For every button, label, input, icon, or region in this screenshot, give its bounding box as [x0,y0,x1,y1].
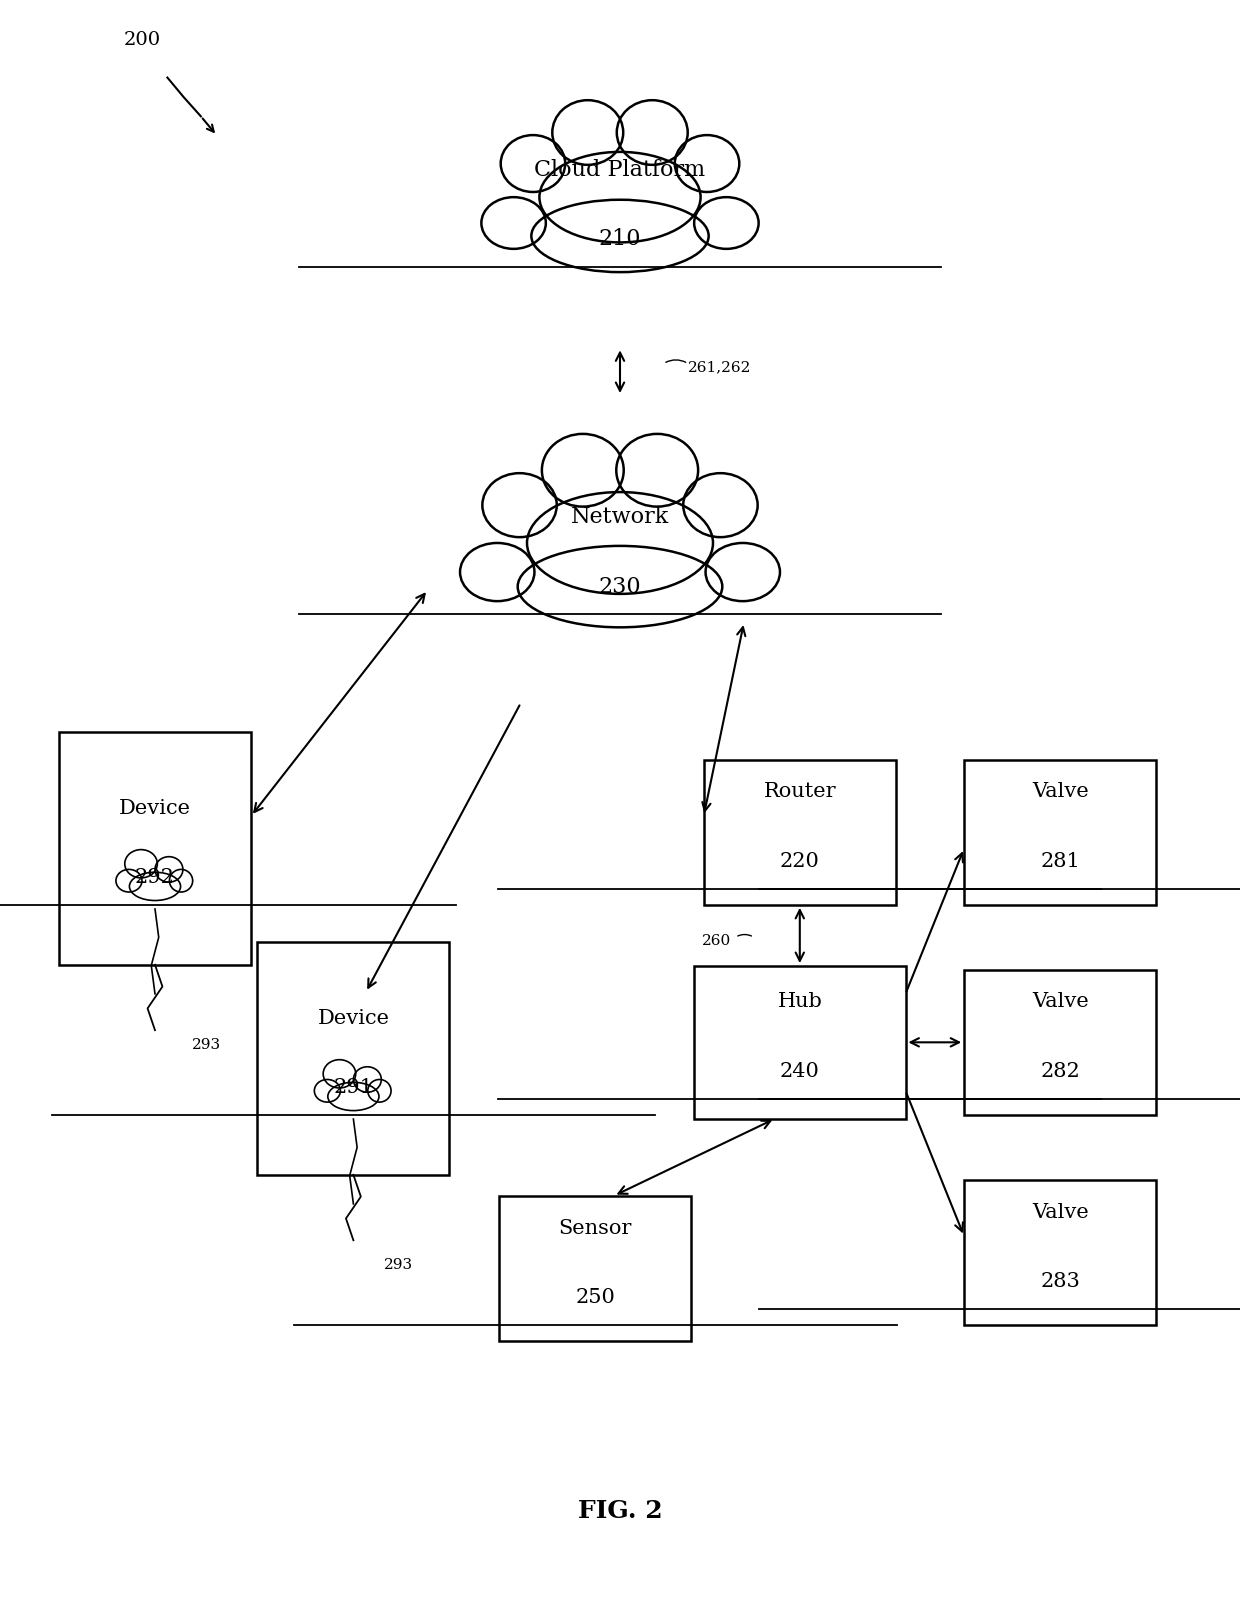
Ellipse shape [542,433,624,506]
Text: Valve: Valve [1032,992,1089,1012]
Text: 261,262: 261,262 [688,360,751,373]
Text: Sensor: Sensor [558,1218,632,1238]
Ellipse shape [616,100,688,165]
Ellipse shape [532,200,709,271]
Text: 283: 283 [1040,1272,1080,1291]
Bar [965,1180,1156,1325]
Text: Hub: Hub [777,992,822,1012]
Text: Device: Device [119,798,191,818]
Ellipse shape [616,433,698,506]
Text: Device: Device [317,1008,389,1028]
Bar [965,970,1156,1115]
Ellipse shape [353,1067,381,1092]
Bar [498,1196,692,1341]
Text: 220: 220 [780,852,820,871]
Ellipse shape [125,850,157,877]
Text: 293: 293 [192,1037,221,1052]
Ellipse shape [117,869,143,892]
Text: FIG. 2: FIG. 2 [578,1500,662,1522]
Text: 282: 282 [1040,1062,1080,1081]
Ellipse shape [482,473,557,537]
Text: 200: 200 [124,31,161,50]
Ellipse shape [129,873,181,900]
Ellipse shape [481,197,546,249]
Text: 230: 230 [599,575,641,598]
Ellipse shape [518,546,722,627]
Ellipse shape [683,473,758,537]
Text: 210: 210 [599,228,641,250]
Bar [60,732,252,965]
Ellipse shape [327,1083,379,1110]
Text: Valve: Valve [1032,782,1089,802]
Ellipse shape [694,197,759,249]
Ellipse shape [315,1079,340,1102]
Ellipse shape [552,100,624,165]
Ellipse shape [501,136,565,192]
Bar [694,966,905,1118]
Ellipse shape [675,136,739,192]
Ellipse shape [527,491,713,593]
Ellipse shape [368,1079,391,1102]
Bar [257,942,449,1175]
Ellipse shape [170,869,192,892]
Bar [965,760,1156,905]
Text: 291: 291 [334,1078,373,1097]
Ellipse shape [155,856,184,882]
Text: 281: 281 [1040,852,1080,871]
Text: 292: 292 [135,868,175,887]
Text: 260: 260 [702,934,732,947]
Text: Valve: Valve [1032,1202,1089,1222]
Ellipse shape [324,1060,356,1088]
Ellipse shape [706,543,780,601]
Text: 240: 240 [780,1062,820,1081]
Text: 250: 250 [575,1288,615,1307]
Ellipse shape [539,152,701,242]
Text: Network: Network [570,506,670,528]
Bar [704,760,895,905]
Text: 293: 293 [384,1257,413,1272]
Text: Router: Router [764,782,836,802]
Ellipse shape [460,543,534,601]
Text: Cloud Platform: Cloud Platform [534,158,706,181]
